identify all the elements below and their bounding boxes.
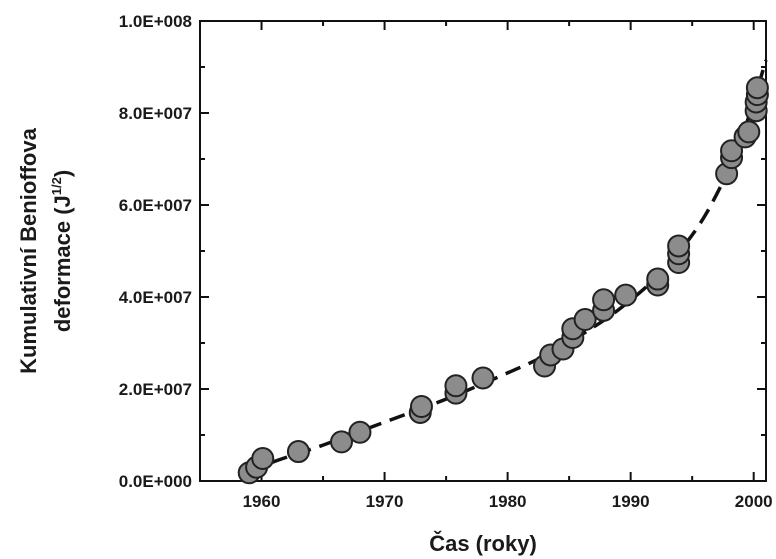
y-tick-label: 0.0E+000 <box>119 472 192 491</box>
data-point <box>444 374 468 398</box>
data-point <box>646 267 670 291</box>
data-point <box>286 440 310 464</box>
data-point <box>251 446 275 470</box>
x-tick-labels: 1960 1970 1980 1990 2000 <box>243 492 773 511</box>
y-tick-labels: 0.0E+000 2.0E+007 4.0E+007 6.0E+007 8.0E+007… <box>119 12 192 491</box>
x-tick-label: 1970 <box>366 492 404 511</box>
x-tick-label: 1990 <box>612 492 650 511</box>
y-axis-title-line1: Kumulativní Benioffova <box>16 127 41 373</box>
data-point <box>471 366 495 390</box>
y-axis-title-suffix: ) <box>50 170 75 177</box>
data-point <box>592 288 616 312</box>
data-point <box>573 308 597 332</box>
data-point <box>409 394 433 418</box>
y-axis-title: Kumulativní Benioffova deformace (J1/2) <box>16 127 75 373</box>
data-points <box>237 76 769 485</box>
y-axis-title-sup: 1/2 <box>49 177 64 195</box>
data-point <box>737 120 761 144</box>
x-tick-label: 1960 <box>243 492 281 511</box>
data-point <box>745 76 769 100</box>
y-axis-title-line2: deformace (J1/2) <box>49 170 75 332</box>
y-tick-label: 1.0E+008 <box>119 12 192 31</box>
data-point <box>614 283 638 307</box>
data-point <box>330 430 353 454</box>
data-point <box>667 234 691 258</box>
y-tick-label: 4.0E+007 <box>119 288 192 307</box>
y-tick-label: 6.0E+007 <box>119 196 192 215</box>
plot-frame <box>199 20 767 482</box>
data-point <box>720 139 744 163</box>
x-axis-title: Čas (roky) <box>429 531 537 556</box>
y-tick-label: 8.0E+007 <box>119 104 192 123</box>
data-point <box>348 420 372 444</box>
y-axis-title-prefix: deformace (J <box>50 195 75 332</box>
x-tick-label: 1980 <box>489 492 527 511</box>
x-tick-label: 2000 <box>735 492 773 511</box>
y-tick-label: 2.0E+007 <box>119 380 192 399</box>
